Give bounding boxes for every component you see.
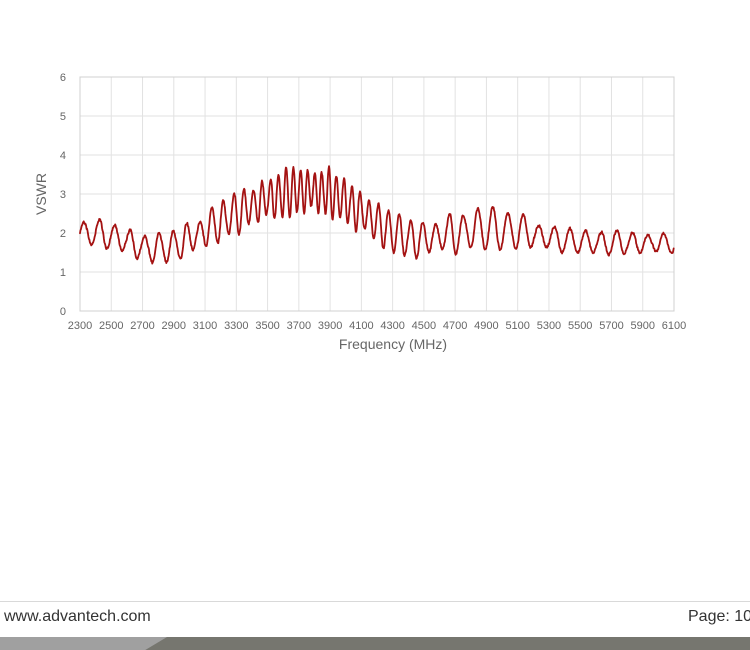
svg-text:5300: 5300 [537,320,561,332]
svg-text:2700: 2700 [130,320,154,332]
svg-text:5900: 5900 [630,320,654,332]
svg-text:Frequency (MHz): Frequency (MHz) [339,336,447,352]
svg-text:2300: 2300 [68,320,92,332]
svg-text:5: 5 [60,111,66,123]
svg-text:4300: 4300 [380,320,404,332]
svg-text:3: 3 [60,189,66,201]
svg-text:VSWR: VSWR [33,173,49,215]
svg-text:0: 0 [60,306,66,318]
svg-text:3700: 3700 [287,320,311,332]
svg-text:5500: 5500 [568,320,592,332]
svg-text:4100: 4100 [349,320,373,332]
svg-text:2: 2 [60,228,66,240]
svg-text:6100: 6100 [662,320,686,332]
svg-text:3300: 3300 [224,320,248,332]
svg-text:4700: 4700 [443,320,467,332]
svg-text:3100: 3100 [193,320,217,332]
svg-text:2900: 2900 [162,320,186,332]
svg-text:5700: 5700 [599,320,623,332]
svg-text:4900: 4900 [474,320,498,332]
svg-text:4: 4 [60,150,66,162]
svg-text:3900: 3900 [318,320,342,332]
svg-text:6: 6 [60,72,66,84]
svg-text:3500: 3500 [255,320,279,332]
svg-text:4500: 4500 [412,320,436,332]
svg-text:5100: 5100 [505,320,529,332]
svg-text:2500: 2500 [99,320,123,332]
svg-text:1: 1 [60,267,66,279]
